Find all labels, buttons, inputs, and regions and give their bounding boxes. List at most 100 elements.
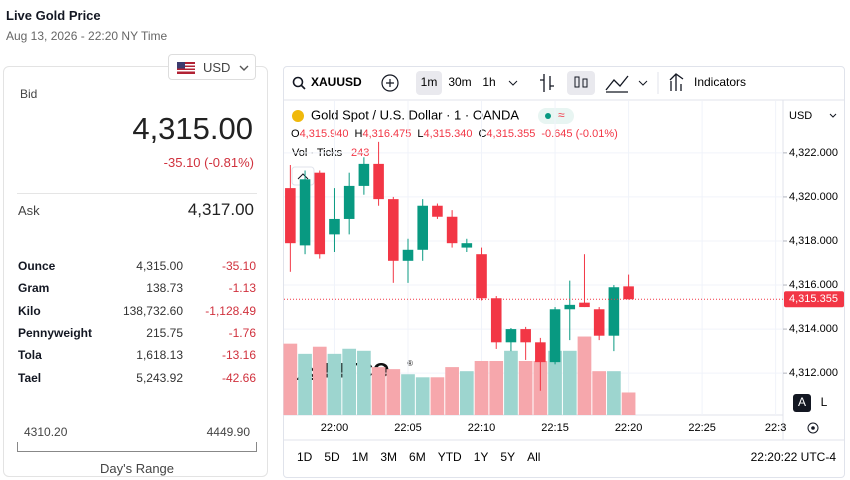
indicators[interactable]: Indicators [694,75,746,89]
x-tick-label: 22:20 [615,422,643,434]
unit-name: Ounce [18,259,56,273]
volume-bar [357,350,371,415]
unit-name: Tola [18,348,42,363]
unit-price: 215.75 [146,325,183,340]
candle-body [564,304,576,310]
unit-name: Pennyweight [18,325,93,340]
candle-body [285,188,296,244]
footer: 1D 5D 1M 3M 6M YTD 1Y 5Y All [297,450,540,464]
scale-button-label[interactable]: L [821,395,828,409]
x-tick-label: 22:25 [688,422,716,434]
flag-icon [177,62,195,74]
interval[interactable]: 1h [482,75,495,89]
chevron[interactable] [508,80,518,86]
interval-active[interactable] [416,71,442,95]
bid-change: -35.10 (-0.81%) [163,155,254,170]
unit-price: 138,732.60 [122,303,183,318]
currency-select[interactable]: USD [168,54,256,80]
status-badge [538,108,574,124]
period-button[interactable]: 1M [352,450,369,464]
candle-body [446,216,458,244]
unit-name: Gram [18,281,50,296]
range-high: 4449.90 [206,425,250,439]
interval[interactable]: 1m [421,75,438,89]
volume-bar [445,367,459,415]
candle-body [329,218,340,235]
x-tick-label: 22:05 [394,422,422,434]
candle-body [490,298,502,343]
ohlc-key: O [291,128,300,140]
price-unit[interactable]: USD [789,110,812,122]
volume-bar [562,350,577,415]
add-symbol[interactable] [381,74,399,92]
indicators-icon[interactable] [669,73,684,91]
scale-button-label[interactable]: A [798,395,806,409]
symbol-logo [292,110,304,122]
volume-bar [504,350,518,415]
x-tick-label: 22:15 [541,422,569,434]
currency-label: USD [203,60,231,75]
candle-body [520,329,531,343]
period-button[interactable]: 1D [297,450,313,464]
candle-body [505,329,517,343]
unit-price: 138.73 [146,281,183,296]
candle-body [623,286,634,300]
unit-change: -35.10 [221,259,256,273]
logo-mark: ® [407,359,413,368]
unit-change: -1.76 [228,325,256,340]
unit-name: Kilo [18,303,41,318]
interval[interactable]: 30m [448,75,471,89]
period-button[interactable]: 5D [324,450,340,464]
unit-change: -1,128.49 [205,303,256,318]
last-price-tag [784,291,844,308]
period-button[interactable]: 1Y [474,450,489,464]
ohlc-key: C [478,128,486,140]
y-tick-label: 4,316.000 [789,279,838,291]
candle-body [535,342,546,363]
unit-price: 5,243.92 [136,370,183,385]
range-bar [17,442,257,452]
period-button[interactable]: YTD [438,450,462,464]
candles-icon [582,78,588,88]
ohlc-value: 4,315.340 [424,128,473,140]
unit-change: -13.16 [221,348,256,363]
bars-icon[interactable] [540,74,554,92]
auto-scale-button[interactable] [793,394,811,412]
volume-bar [342,348,357,415]
ask-value: 4,317.00 [187,200,254,219]
y-tick-label: 4,318.000 [789,235,838,247]
x-tick-label: 22:3 [765,422,786,434]
symbol[interactable]: XAUUSD [311,75,362,89]
ohlc-change: -0.645 (-0.01%) [541,128,617,140]
candle-body [461,243,473,248]
volume-bar [459,371,474,415]
x-tick-label: 22:10 [468,422,496,434]
settings-icon[interactable] [807,422,819,434]
settings-icon [811,426,815,430]
period-button[interactable]: All [527,450,540,464]
candle-body [343,185,355,219]
search-icon[interactable] [292,76,304,88]
candle-body [402,249,414,261]
period-button[interactable]: 6M [409,450,426,464]
ask-label: Ask [18,203,40,218]
unit-change: -42.66 [221,370,256,385]
candle-layer [285,141,634,391]
chevron[interactable] [829,113,837,118]
candle-body [593,309,605,336]
chevron[interactable] [638,80,648,86]
unit-price: 1,618.13 [136,348,183,363]
volume-bar [327,353,342,415]
candle-body [476,254,487,299]
status-icon: ≈ [558,108,565,122]
area-icon[interactable] [605,75,629,93]
volume-bar [621,392,636,415]
candles-active[interactable] [567,71,595,95]
collapse-icon [297,173,309,180]
period-button[interactable]: 3M [380,450,397,464]
ohlc-key: L [417,128,423,140]
candle-body [373,163,384,200]
period-button[interactable]: 5Y [500,450,515,464]
volume-bar [577,336,592,415]
